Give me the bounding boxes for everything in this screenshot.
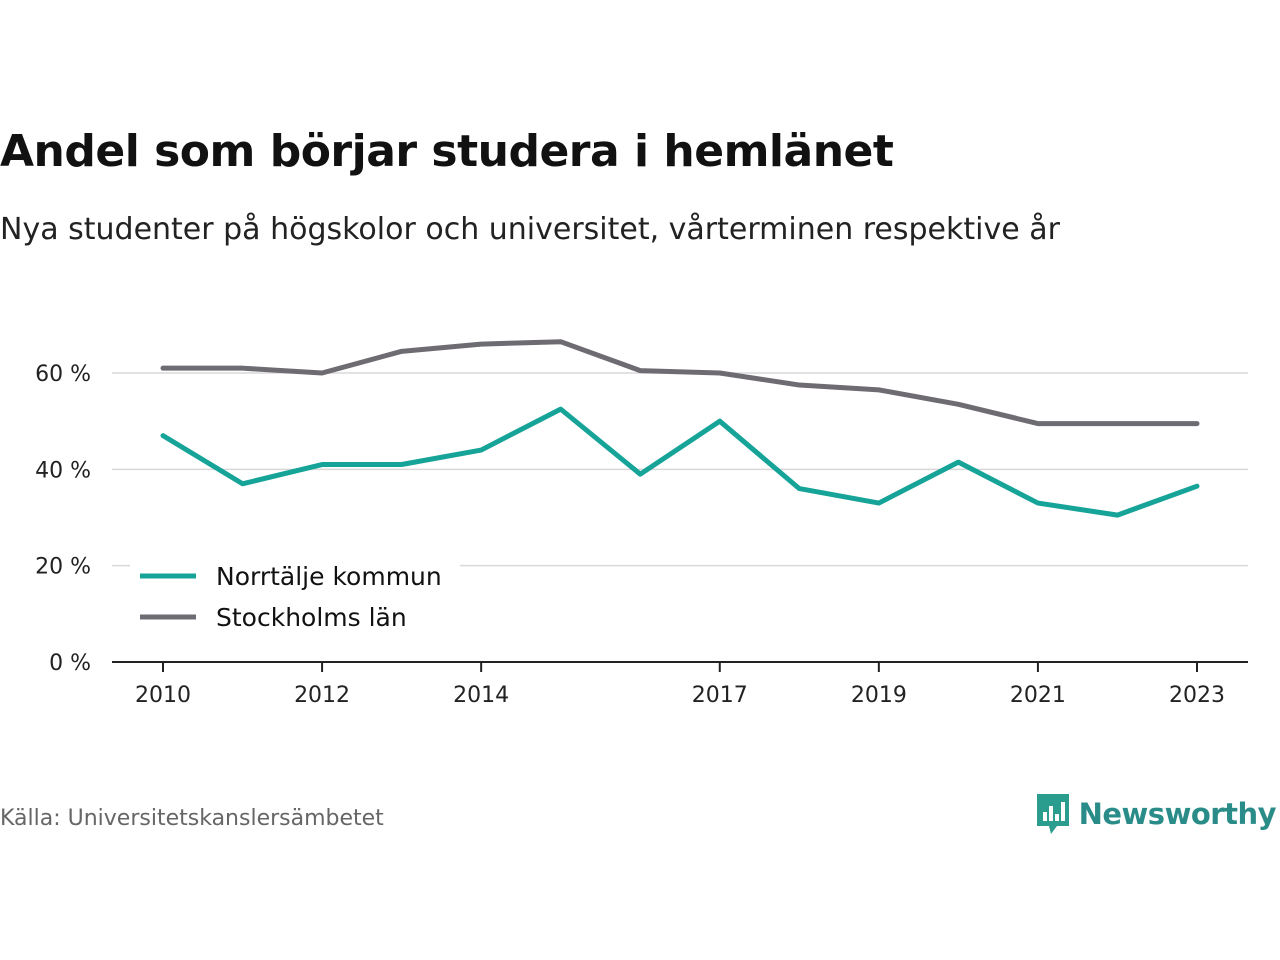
brand-logo: Newsworthy <box>1035 792 1277 836</box>
y-tick-label-40: 40 % <box>35 458 91 483</box>
series-line-norrt-lje-kommun <box>160 406 1200 518</box>
legend: Norrtälje kommun Stockholms län <box>130 562 460 637</box>
line-chart: 0 % 20 % 40 % 60 % 2010 2012 2014 2017 2019 2021… <box>35 339 1248 708</box>
y-tick-label-60: 60 % <box>35 362 91 387</box>
series-line-stockholms-l-n <box>160 339 1200 427</box>
chart-title: Andel som börjar studera i hemlänet <box>0 126 894 177</box>
x-tick-label-2012: 2012 <box>294 683 350 708</box>
x-tick-label-2019: 2019 <box>851 683 907 708</box>
series-lines <box>160 339 1200 518</box>
brand-name: Newsworthy <box>1078 797 1277 831</box>
grid-lines <box>112 372 1248 567</box>
y-axis-ticks: 0 % 20 % 40 % 60 % <box>35 362 91 676</box>
y-tick-label-0: 0 % <box>49 651 91 676</box>
legend-bg-norrt-lje-kommun <box>130 562 460 596</box>
x-tick-label-2021: 2021 <box>1010 683 1066 708</box>
legend-label-norrt-lje-kommun: Norrtälje kommun <box>216 562 442 591</box>
source-note: Källa: Universitetskanslersämbetet <box>0 806 384 831</box>
newsworthy-logo-icon <box>1036 794 1069 834</box>
legend-bg-stockholms-l-n <box>130 603 460 637</box>
legend-label-stockholms-l-n: Stockholms län <box>216 603 407 632</box>
x-tick-label-2010: 2010 <box>135 683 191 708</box>
chart-subtitle: Nya studenter på högskolor och universit… <box>0 212 1060 247</box>
x-tick-label-2023: 2023 <box>1169 683 1225 708</box>
y-tick-label-20: 20 % <box>35 555 91 580</box>
x-axis-ticks: 2010 2012 2014 2017 2019 2021 2023 <box>135 662 1225 708</box>
x-tick-label-2017: 2017 <box>692 683 748 708</box>
x-tick-label-2014: 2014 <box>453 683 509 708</box>
